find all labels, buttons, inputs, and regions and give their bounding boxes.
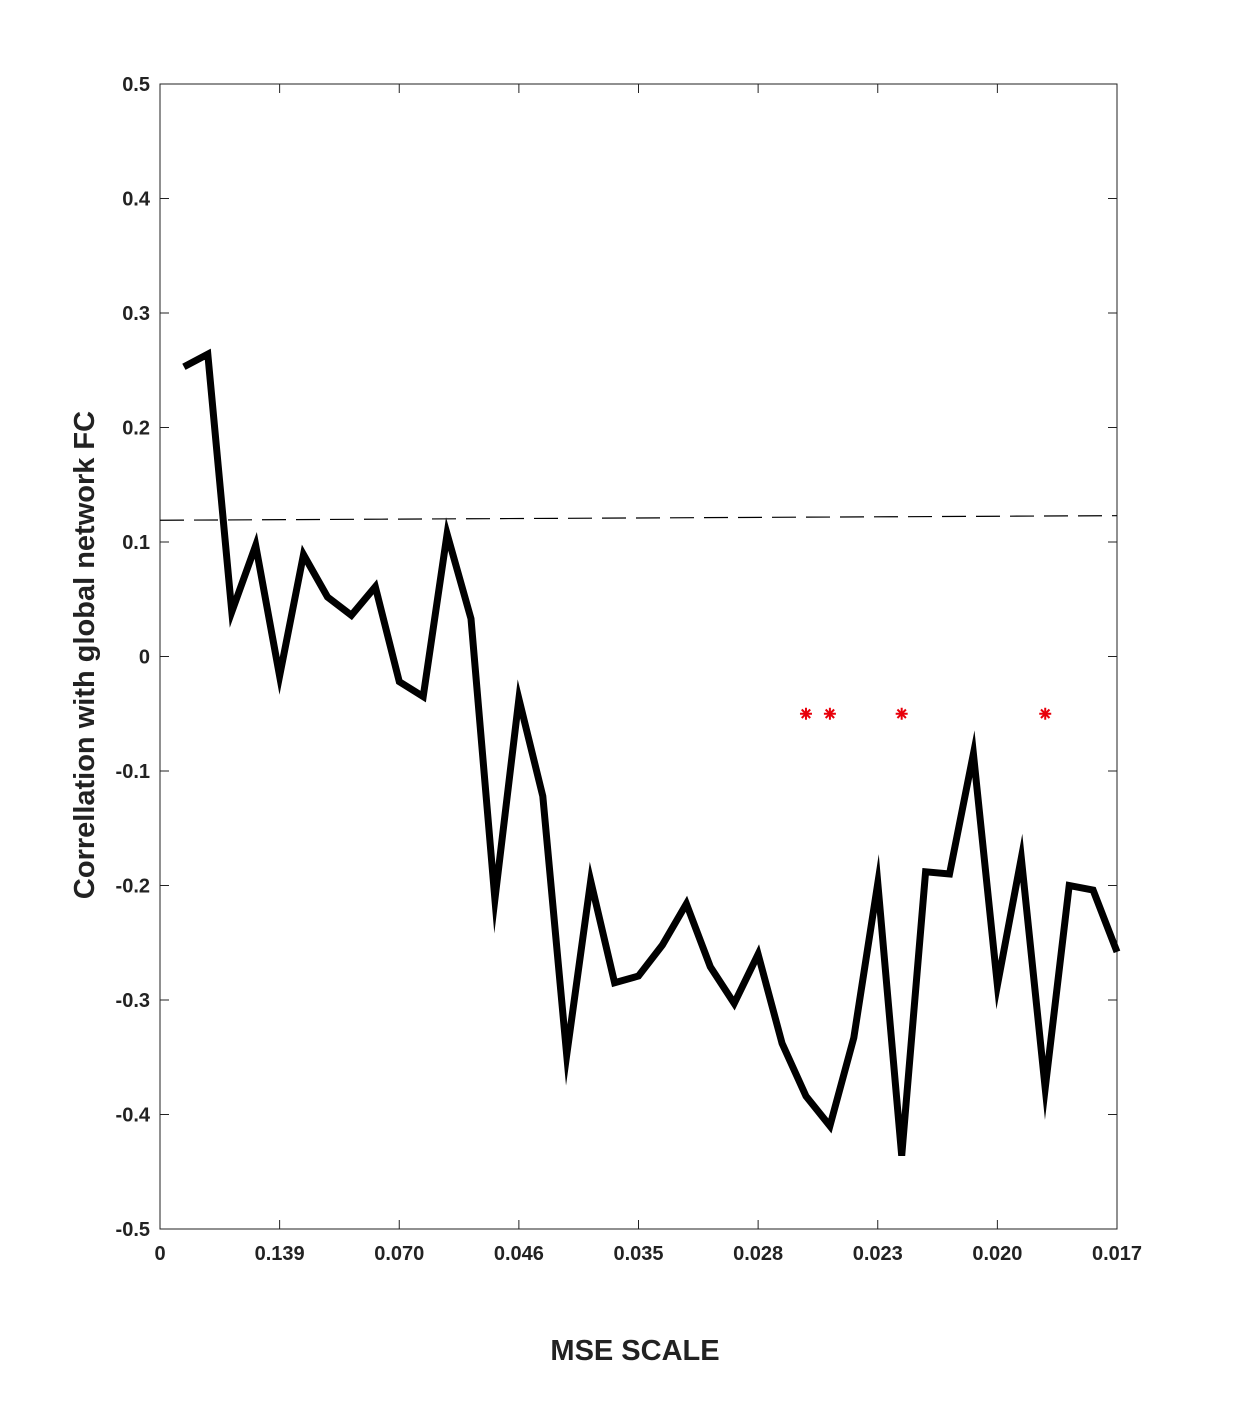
x-tick-label: 0.046 [494, 1243, 544, 1265]
x-tick-label: 0.023 [853, 1243, 903, 1265]
x-tick-label: 0.020 [972, 1243, 1022, 1265]
y-tick-label: -0.1 [116, 761, 150, 783]
threshold-line [159, 515, 1118, 521]
x-tick-label: 0.070 [374, 1243, 424, 1265]
plot-area [159, 83, 1118, 1230]
significance-marker [823, 707, 836, 720]
x-axis-label: MSE SCALE [550, 1335, 719, 1367]
y-tick-label: -0.3 [116, 990, 150, 1012]
x-axis-ticks [159, 84, 1118, 1229]
significance-marker [1039, 707, 1052, 720]
y-axis-ticks [160, 83, 1117, 1230]
x-tick-label: 0.017 [1092, 1243, 1142, 1265]
significance-marker [799, 707, 812, 720]
y-tick-label: -0.2 [116, 876, 150, 898]
y-tick-label: 0 [139, 647, 150, 669]
x-tick-label: 0.028 [733, 1243, 783, 1265]
y-tick-label: -0.4 [116, 1105, 151, 1127]
y-axis-tick-labels: -0.5 -0.4 -0.3 -0.2 -0.1 0 0.1 0.2 0.3 0.4 0.5 [116, 74, 151, 1241]
series-line [182, 348, 1121, 1157]
x-tick-label: 0.035 [613, 1243, 663, 1265]
significance-markers [799, 707, 1052, 720]
significance-marker [895, 707, 908, 720]
y-tick-label: 0.1 [122, 532, 150, 554]
y-tick-label: 0.4 [122, 189, 151, 211]
x-tick-label: 0.139 [255, 1243, 305, 1265]
y-tick-label: 0.3 [122, 303, 150, 325]
y-axis-label: Correllation with global network FC [69, 411, 101, 899]
y-tick-label: 0.2 [122, 418, 150, 440]
y-tick-label: 0.5 [122, 74, 150, 96]
x-tick-label: 0 [154, 1243, 165, 1265]
y-tick-label: -0.5 [116, 1219, 150, 1241]
x-axis-tick-labels: 0 0.139 0.070 0.046 0.035 0.028 0.023 0.020 0.01… [154, 1243, 1142, 1265]
